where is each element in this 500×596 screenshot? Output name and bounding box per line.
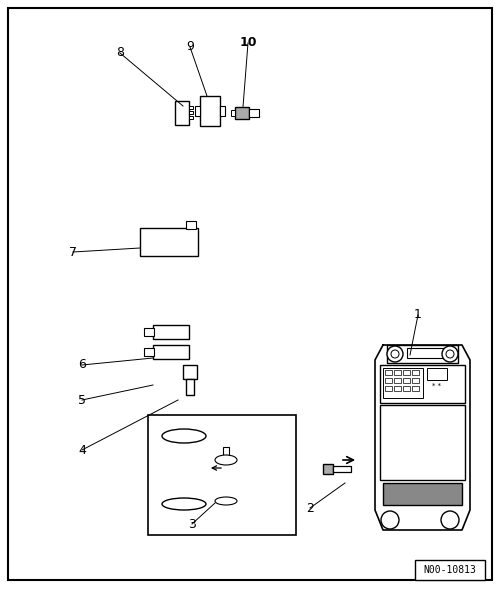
Circle shape bbox=[387, 346, 403, 362]
Text: 3: 3 bbox=[188, 517, 196, 530]
Bar bbox=[333, 466, 351, 472]
Bar bbox=[380, 405, 465, 480]
Circle shape bbox=[441, 511, 459, 529]
Bar bbox=[394, 370, 401, 375]
Bar bbox=[189, 106, 193, 109]
Circle shape bbox=[446, 350, 454, 358]
Bar bbox=[200, 96, 220, 126]
Bar bbox=[249, 109, 259, 117]
Bar bbox=[183, 365, 197, 379]
Text: 8: 8 bbox=[116, 46, 124, 60]
Bar bbox=[380, 365, 465, 403]
Bar bbox=[403, 378, 410, 383]
Bar bbox=[403, 370, 410, 375]
Bar bbox=[189, 111, 193, 114]
Bar bbox=[144, 348, 154, 356]
Text: 4: 4 bbox=[78, 443, 86, 457]
Bar bbox=[385, 386, 392, 391]
Text: 10: 10 bbox=[240, 36, 257, 49]
Circle shape bbox=[391, 350, 399, 358]
Bar bbox=[235, 107, 249, 119]
Polygon shape bbox=[375, 345, 470, 530]
Bar bbox=[140, 228, 198, 256]
Bar bbox=[223, 447, 229, 455]
Bar bbox=[231, 110, 235, 116]
Bar bbox=[412, 378, 419, 383]
Bar bbox=[387, 345, 458, 363]
Bar bbox=[407, 348, 445, 358]
Bar bbox=[153, 345, 189, 359]
Circle shape bbox=[381, 511, 399, 529]
Circle shape bbox=[442, 346, 458, 362]
Bar bbox=[394, 386, 401, 391]
Text: * *: * * bbox=[432, 383, 442, 389]
Bar bbox=[383, 483, 462, 505]
Bar bbox=[394, 378, 401, 383]
Ellipse shape bbox=[162, 498, 206, 510]
Bar bbox=[385, 370, 392, 375]
Bar bbox=[385, 378, 392, 383]
Bar bbox=[186, 221, 196, 229]
Bar bbox=[220, 106, 225, 116]
Bar bbox=[186, 379, 194, 395]
Text: 7: 7 bbox=[69, 246, 77, 259]
Bar bbox=[412, 370, 419, 375]
Bar bbox=[412, 386, 419, 391]
Ellipse shape bbox=[162, 429, 206, 443]
Bar bbox=[415, 560, 485, 580]
Text: 1: 1 bbox=[414, 309, 422, 321]
Bar bbox=[148, 415, 296, 535]
Bar bbox=[189, 116, 193, 119]
Bar bbox=[383, 368, 423, 398]
Text: 2: 2 bbox=[306, 501, 314, 514]
Bar bbox=[153, 325, 189, 339]
Bar bbox=[175, 101, 189, 125]
Ellipse shape bbox=[215, 455, 237, 465]
Text: 5: 5 bbox=[78, 393, 86, 406]
Bar bbox=[403, 386, 410, 391]
Bar bbox=[323, 464, 333, 474]
Text: N00-10813: N00-10813 bbox=[424, 565, 476, 575]
Bar bbox=[427, 368, 447, 380]
Bar bbox=[195, 106, 200, 116]
Text: 6: 6 bbox=[78, 359, 86, 371]
Text: 9: 9 bbox=[186, 41, 194, 54]
Bar bbox=[144, 328, 154, 336]
Ellipse shape bbox=[215, 497, 237, 505]
